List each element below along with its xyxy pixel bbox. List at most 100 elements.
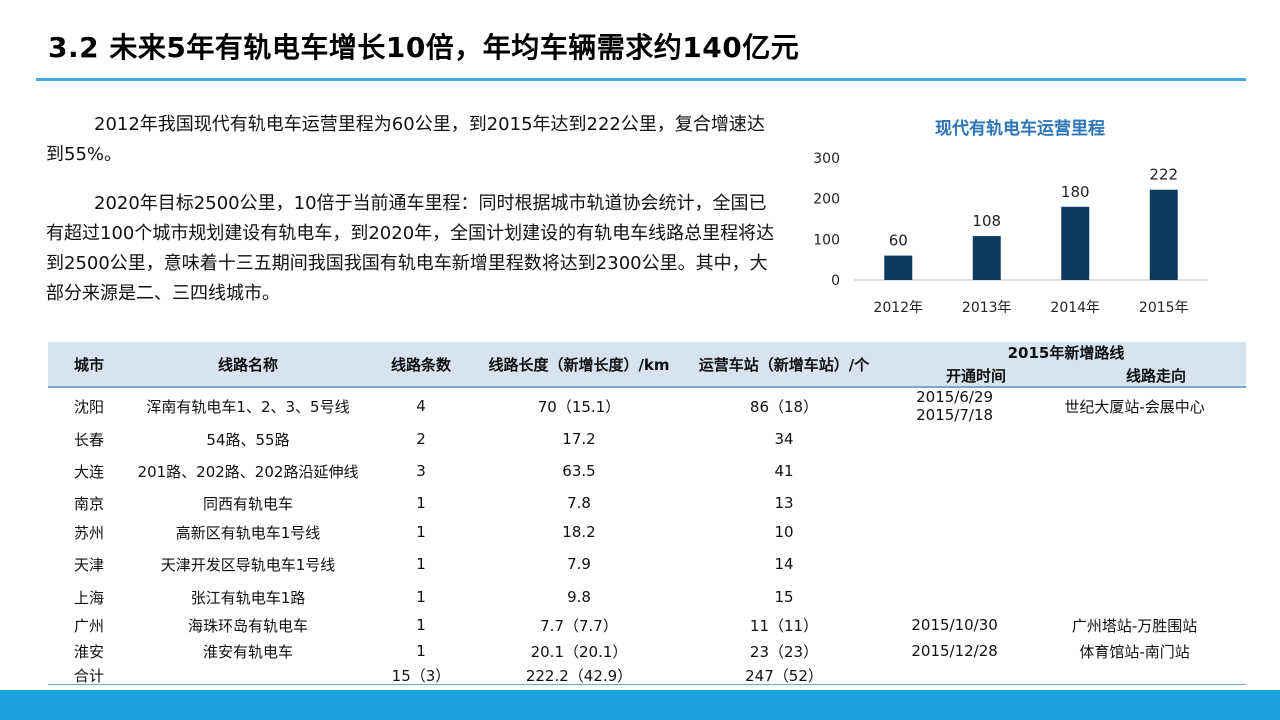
cell-direction [1023, 546, 1246, 582]
bar-data-label: 60 [889, 232, 908, 250]
paragraph-1: 2012年我国现代有轨电车运营里程为60公里，到2015年达到222公里，复合增… [46, 110, 776, 170]
cell-direction [1023, 424, 1246, 454]
cell-count: 3 [416, 462, 426, 480]
cell-city: 天津 [73, 555, 104, 574]
cell-count: 1 [416, 642, 426, 660]
cell-length: 7.9 [567, 555, 591, 573]
cell-direction [1023, 488, 1246, 518]
footer-bar [0, 690, 1280, 720]
cell-stations: 34 [774, 430, 794, 448]
header-new-2015: 2015年新增路线 开通时间 线路走向 [886, 342, 1246, 387]
cell-direction: 体育馆站-南门站 [1079, 642, 1190, 661]
bar-data-label: 222 [1149, 166, 1178, 184]
y-tick-label: 0 [831, 273, 840, 289]
cell-open [886, 488, 1023, 518]
header-open-date: 开通时间 [945, 367, 1006, 385]
cell-open [886, 664, 1023, 686]
tram-lines-table: 城市 线路名称 线路条数 线路长度（新增长度）/km 运营车站（新增车站）/个 … [48, 342, 1246, 686]
cell-stations: 15 [774, 588, 794, 606]
cell-stations: 23（23） [749, 642, 819, 661]
cell-length: 222.2（42.9） [525, 666, 633, 685]
cell-name: 201路、202路、202路沿延伸线 [137, 462, 359, 481]
header-city: 城市 [73, 355, 104, 374]
cell-city: 上海 [73, 588, 104, 607]
y-tick-label: 200 [813, 192, 840, 208]
x-tick-label: 2013年 [962, 300, 1012, 316]
chart-plot: 0 100 200 300 60 2012年 108 2013年 180 2014年 222 2015… [813, 151, 1208, 316]
cell-length: 20.1（20.1） [530, 642, 628, 661]
cell-direction [1023, 664, 1246, 686]
table-row: 天津 天津开发区导轨电车1号线 1 7.9 14 [48, 546, 1246, 582]
cell-stations: 11（11） [749, 616, 819, 635]
table-header: 城市 线路名称 线路条数 线路长度（新增长度）/km 运营车站（新增车站）/个 … [48, 342, 1246, 387]
cell-stations: 10 [774, 523, 794, 541]
cell-name: 天津开发区导轨电车1号线 [160, 555, 336, 574]
cell-length: 9.8 [567, 588, 591, 606]
cell-open [886, 424, 1023, 454]
cell-open: 2015/12/28 [911, 642, 998, 660]
cell-open [886, 518, 1023, 546]
cell-direction [1023, 454, 1246, 488]
cell-city: 长春 [73, 430, 104, 449]
header-line-length: 线路长度（新增长度）/km [488, 355, 670, 374]
cell-count: 4 [416, 397, 426, 415]
page-title: 3.2 未来5年有轨电车增长10倍，年均车辆需求约140亿元 [48, 31, 800, 64]
table-row: 广州 海珠环岛有轨电车 1 7.7（7.7） 11（11） 2015/10/30 广州塔站-… [48, 612, 1246, 638]
cell-name: 浑南有轨电车1、2、3、5号线 [146, 397, 350, 416]
cell-stations: 14 [774, 555, 794, 573]
cell-open: 2015/6/29 2015/7/18 [916, 388, 994, 424]
cell-length: 63.5 [562, 462, 596, 480]
cell-name: 同西有轨电车 [202, 494, 293, 513]
cell-count: 1 [416, 523, 426, 541]
table-row: 大连 201路、202路、202路沿延伸线 3 63.5 41 [48, 454, 1246, 488]
bar [972, 236, 1001, 280]
table-row: 沈阳 浑南有轨电车1、2、3、5号线 4 70（15.1） 86（18） 2015/6/2… [48, 387, 1246, 424]
cell-stations: 86（18） [749, 397, 819, 416]
cell-count: 1 [416, 588, 426, 606]
cell-name: 淮安有轨电车 [202, 642, 293, 661]
cell-length: 70（15.1） [537, 397, 621, 416]
cell-city: 合计 [73, 666, 104, 685]
paragraph-2: 2020年目标2500公里，10倍于当前通车里程：同时根据城市轨道协会统计，全国… [46, 189, 776, 309]
paragraph-1-text: 2012年我国现代有轨电车运营里程为60公里，到2015年达到222公里，复合增… [46, 114, 765, 165]
cell-length: 17.2 [562, 430, 596, 448]
cell-city: 淮安 [73, 642, 104, 661]
bottom-divider [48, 684, 1246, 685]
bar [1149, 189, 1178, 280]
cell-count: 1 [416, 494, 426, 512]
bar-data-label: 180 [1061, 183, 1090, 201]
cell-open: 2015/10/30 [911, 616, 998, 634]
cell-name: 高新区有轨电车1号线 [175, 523, 321, 542]
header-direction: 线路走向 [1125, 367, 1186, 385]
header-new-2015-label: 2015年新增路线 [1007, 344, 1125, 362]
cell-stations: 13 [774, 494, 794, 512]
cell-name: 张江有轨电车1路 [190, 588, 306, 607]
cell-name: 54路、55路 [206, 430, 290, 449]
cell-length: 7.8 [567, 494, 591, 512]
table-row: 淮安 淮安有轨电车 1 20.1（20.1） 23（23） 2015/12/28 体育馆站-… [48, 638, 1246, 664]
cell-count: 1 [416, 555, 426, 573]
cell-city: 大连 [73, 462, 104, 481]
cell-open [886, 454, 1023, 488]
cell-city: 沈阳 [73, 397, 104, 416]
cell-direction: 广州塔站-万胜围站 [1071, 616, 1198, 635]
cell-open [886, 582, 1023, 612]
table-row: 南京 同西有轨电车 1 7.8 13 [48, 488, 1246, 518]
table-row: 长春 54路、55路 2 17.2 34 [48, 424, 1246, 454]
cell-name [130, 664, 366, 686]
cell-name: 海珠环岛有轨电车 [187, 616, 308, 635]
chart-title: 现代有轨电车运营里程 [935, 119, 1105, 139]
cell-count: 2 [416, 430, 426, 448]
table-row: 苏州 高新区有轨电车1号线 1 18.2 10 [48, 518, 1246, 546]
paragraph-2-text: 2020年目标2500公里，10倍于当前通车里程：同时根据城市轨道协会统计，全国… [46, 193, 775, 304]
cell-city: 广州 [73, 616, 104, 635]
cell-stations: 41 [774, 462, 794, 480]
bar [1061, 206, 1090, 280]
cell-direction [1023, 582, 1246, 612]
cell-stations: 247（52） [745, 666, 823, 685]
x-tick-label: 2014年 [1050, 300, 1100, 316]
bar-chart: 现代有轨电车运营里程 0 100 200 300 60 2012年 108 2013年 180 2… [810, 108, 1230, 328]
y-tick-label: 300 [813, 151, 840, 167]
table-row: 上海 张江有轨电车1路 1 9.8 15 [48, 582, 1246, 612]
cell-count: 15（3） [391, 666, 451, 685]
